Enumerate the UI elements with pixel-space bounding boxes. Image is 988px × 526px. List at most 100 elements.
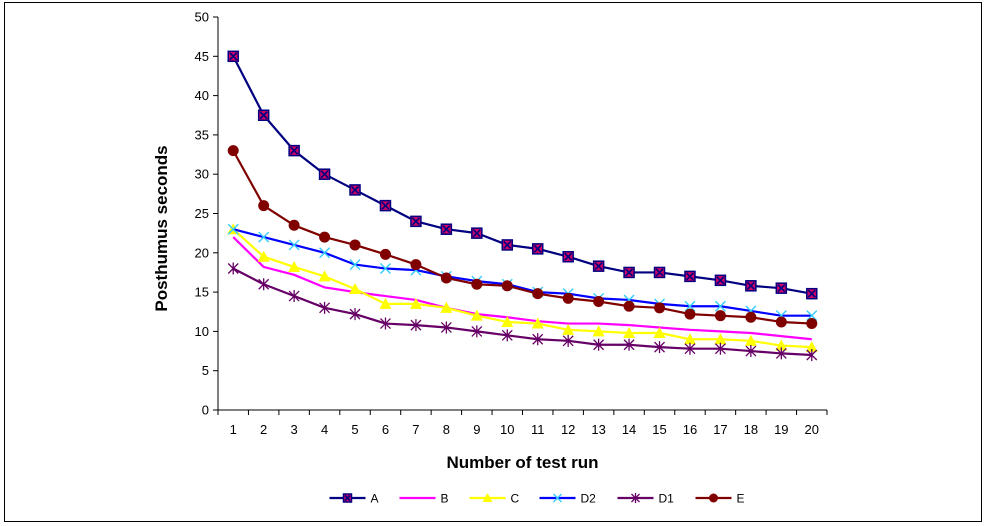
- y-tick-label: 0: [202, 403, 209, 418]
- series-marker: [227, 262, 239, 275]
- series-marker: [380, 317, 391, 330]
- legend-label: C: [511, 492, 520, 506]
- legend-label: E: [737, 492, 745, 506]
- series-marker: [714, 310, 726, 322]
- series-line: [232, 228, 812, 349]
- series-marker: [683, 333, 696, 345]
- x-tick-label: 9: [473, 422, 480, 437]
- x-tick-label: 6: [382, 422, 389, 437]
- series-marker: [288, 219, 300, 231]
- legend-entry-a: A: [329, 492, 379, 506]
- series-marker: [532, 288, 544, 300]
- y-tick-label: 10: [195, 324, 209, 339]
- legend-label: D1: [659, 492, 675, 506]
- series-marker: [258, 278, 270, 291]
- series-marker: [684, 342, 696, 355]
- series-marker: [344, 494, 351, 502]
- series-marker: [259, 111, 268, 120]
- series-marker: [806, 318, 818, 330]
- series-marker: [442, 225, 451, 234]
- series-marker: [288, 239, 300, 251]
- series-marker: [594, 262, 603, 271]
- x-tick-label: 2: [260, 422, 267, 437]
- series-marker: [533, 244, 542, 253]
- series-marker: [440, 301, 453, 313]
- series-marker: [381, 201, 390, 210]
- series-marker: [562, 334, 574, 347]
- series-marker: [257, 250, 270, 262]
- x-tick-label: 3: [291, 422, 298, 437]
- series-marker: [379, 297, 392, 309]
- series-marker: [227, 223, 239, 235]
- chart-frame: [4, 2, 982, 522]
- series-marker: [409, 297, 422, 309]
- series-marker: [592, 325, 605, 337]
- series-marker: [349, 308, 361, 321]
- series-marker: [472, 229, 481, 238]
- series-d2: [227, 223, 818, 322]
- x-tick-label: 4: [321, 422, 328, 437]
- series-marker: [288, 260, 301, 272]
- series-line: [232, 267, 812, 357]
- legend-entry-b: B: [399, 492, 449, 506]
- series-d1: [227, 262, 818, 361]
- series-marker: [349, 239, 361, 251]
- x-tick-label: 10: [500, 422, 514, 437]
- x-tick-label: 14: [622, 422, 636, 437]
- series-e: [227, 145, 818, 330]
- series-marker: [805, 341, 818, 353]
- series-marker: [440, 272, 452, 284]
- series-marker: [777, 284, 786, 293]
- y-tick-label: 35: [195, 127, 209, 142]
- series-marker: [319, 231, 331, 243]
- series-marker: [654, 302, 666, 314]
- series-marker: [440, 321, 452, 334]
- x-tick-label: 15: [652, 422, 666, 437]
- y-tick-label: 45: [195, 49, 209, 64]
- series-marker: [410, 319, 422, 332]
- series-marker: [471, 325, 483, 338]
- series-marker: [562, 323, 575, 335]
- series-marker: [655, 268, 664, 277]
- series-marker: [714, 342, 726, 355]
- y-tick-label: 40: [195, 88, 209, 103]
- series-marker: [288, 290, 300, 303]
- series-marker: [775, 316, 787, 328]
- series-marker: [258, 231, 270, 243]
- legend-entry-e: E: [695, 492, 745, 506]
- series-marker: [319, 301, 331, 314]
- series-marker: [258, 200, 270, 212]
- series-marker: [709, 493, 718, 503]
- x-tick-label: 5: [351, 422, 358, 437]
- series-marker: [716, 276, 725, 285]
- series-b: [232, 236, 812, 341]
- series-marker: [564, 252, 573, 261]
- x-tick-label: 18: [744, 422, 758, 437]
- series-marker: [593, 338, 605, 351]
- series-marker: [349, 282, 362, 294]
- series-marker: [623, 326, 636, 338]
- series-c: [227, 223, 818, 353]
- series-marker: [623, 338, 635, 351]
- y-tick-label: 30: [195, 167, 209, 182]
- series-marker: [744, 334, 757, 346]
- x-tick-label: 11: [531, 422, 545, 437]
- series-marker: [379, 248, 391, 260]
- y-ticks: 0 5 10 15 20 25 30 35 40 45 50: [195, 10, 218, 418]
- series-marker: [775, 347, 787, 360]
- series-marker: [532, 333, 544, 346]
- x-tick-label: 13: [591, 422, 605, 437]
- series-marker: [501, 280, 513, 292]
- series-marker: [411, 217, 420, 226]
- legend: A B C D2 D1 E: [329, 492, 745, 506]
- x-tick-label: 16: [683, 422, 697, 437]
- legend-entry-d2: D2: [539, 492, 596, 506]
- series-marker: [531, 317, 544, 329]
- series-marker: [290, 146, 299, 155]
- series-marker: [482, 493, 493, 502]
- series-marker: [631, 493, 640, 503]
- series-marker: [653, 326, 666, 338]
- y-axis-title: Posthumus seconds: [152, 145, 171, 311]
- series-marker: [501, 315, 514, 327]
